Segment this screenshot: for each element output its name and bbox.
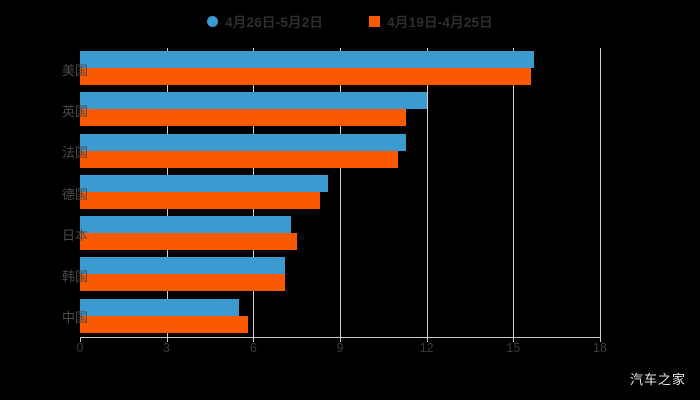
- x-axis-tick: [340, 337, 341, 342]
- bar[interactable]: [80, 298, 239, 316]
- x-axis-tick-label: 18: [593, 341, 607, 355]
- y-axis-category-label: 日本: [61, 227, 88, 243]
- gridline: [600, 48, 601, 337]
- bar[interactable]: [80, 233, 297, 251]
- x-axis-tick-label: 6: [249, 341, 257, 355]
- y-axis-category-label: 韩国: [61, 269, 88, 285]
- legend-item-series-1[interactable]: 4月26日-5月2日: [207, 11, 323, 31]
- chart-legend: 4月26日-5月2日 4月19日-4月25日: [0, 9, 700, 33]
- x-axis-tick-label: 15: [506, 341, 521, 355]
- x-axis-tick-label: 0: [76, 341, 84, 355]
- legend-item-series-2[interactable]: 4月19日-4月25日: [369, 11, 493, 31]
- legend-label-series-2: 4月19日-4月25日: [387, 15, 493, 30]
- y-axis-category-label: 德国: [61, 186, 88, 202]
- bar[interactable]: [80, 133, 407, 151]
- legend-square-icon: [369, 15, 381, 27]
- plot-area: [80, 48, 601, 337]
- bar-group: [80, 296, 600, 337]
- x-axis-tick: [166, 337, 168, 342]
- bar[interactable]: [80, 315, 248, 333]
- gridline: [340, 48, 341, 337]
- legend-dot-icon: [207, 15, 219, 27]
- bar[interactable]: [80, 92, 427, 110]
- bar[interactable]: [80, 216, 291, 234]
- bar[interactable]: [80, 109, 407, 127]
- watermark: 汽车之家: [629, 372, 686, 387]
- gridline: [513, 48, 515, 337]
- bar[interactable]: [80, 150, 398, 168]
- bar[interactable]: [80, 191, 320, 209]
- gridline: [426, 48, 428, 337]
- bar-group: [80, 172, 600, 213]
- y-axis-category-label: 法国: [61, 145, 88, 161]
- x-axis-tick: [513, 337, 515, 342]
- bar-group: [80, 89, 600, 130]
- bar[interactable]: [80, 68, 531, 85]
- y-axis-category-label: 中国: [61, 310, 88, 326]
- x-axis-tick: [600, 337, 601, 342]
- legend-label-series-1: 4月26日-5月2日: [225, 15, 324, 30]
- x-axis-tick: [426, 337, 428, 342]
- bar-group: [80, 48, 600, 89]
- x-axis-tick: [253, 337, 255, 342]
- x-axis-tick-label: 9: [336, 341, 344, 355]
- bar[interactable]: [80, 174, 329, 192]
- y-axis-category-label: 美国: [61, 62, 88, 78]
- bar-group: [80, 213, 600, 254]
- bar[interactable]: [80, 51, 534, 68]
- bar[interactable]: [80, 274, 286, 292]
- x-axis-tick-label: 12: [419, 341, 434, 355]
- bar-group: [80, 254, 600, 295]
- bar[interactable]: [80, 257, 286, 275]
- x-axis-tick-label: 3: [163, 341, 171, 355]
- x-axis-tick: [80, 337, 81, 342]
- y-axis-category-label: 英国: [61, 103, 88, 119]
- bar-group: [80, 131, 600, 172]
